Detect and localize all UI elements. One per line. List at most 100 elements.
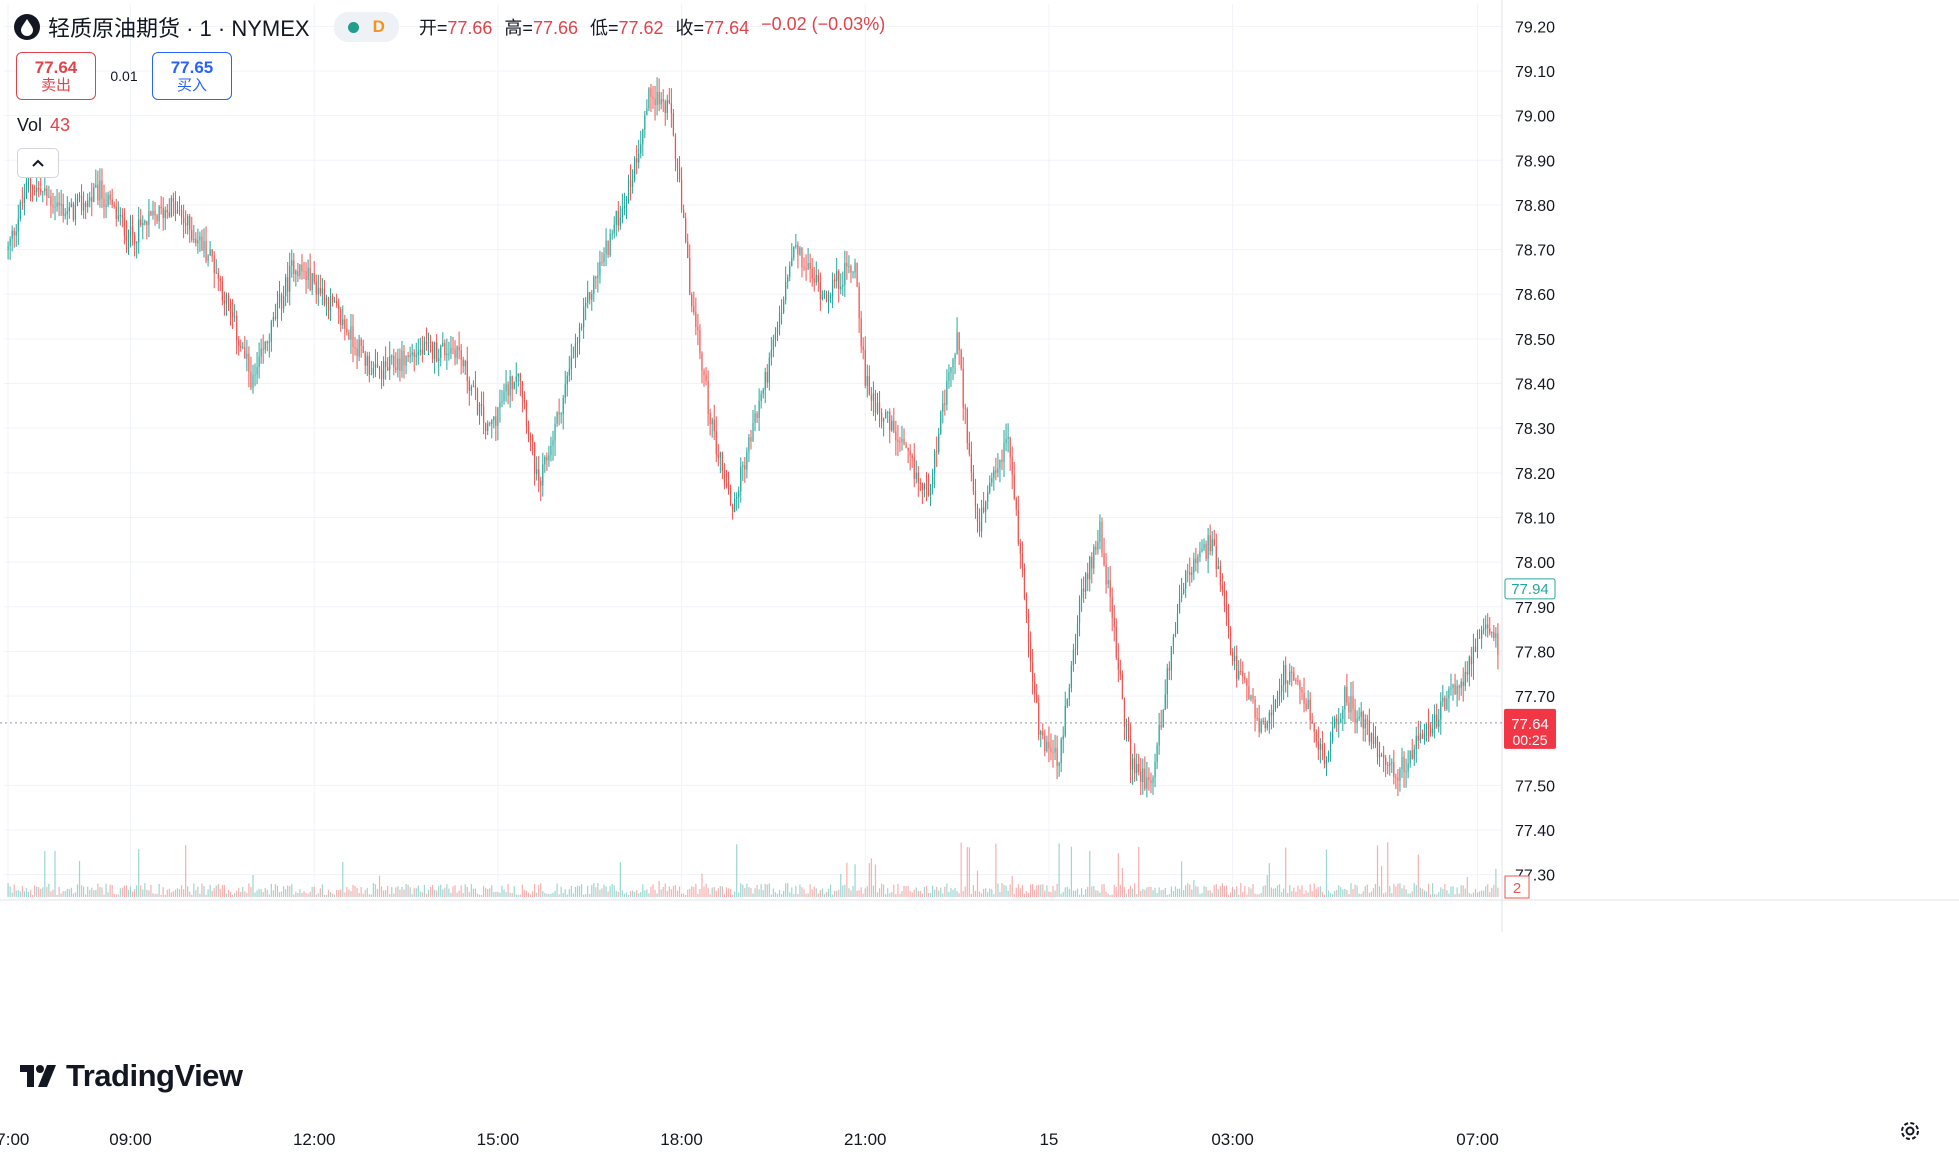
volume-bar bbox=[166, 889, 168, 897]
candle-body bbox=[1038, 702, 1040, 735]
volume-bar bbox=[1199, 894, 1201, 897]
volume-bar bbox=[644, 890, 646, 897]
volume-bar bbox=[497, 891, 499, 897]
volume-bar bbox=[1458, 893, 1460, 897]
volume-bar bbox=[1495, 868, 1497, 897]
candle-body bbox=[311, 273, 313, 291]
volume-bar bbox=[1301, 885, 1303, 897]
volume-bar bbox=[891, 892, 893, 897]
volume-bar bbox=[297, 893, 299, 897]
candle-body bbox=[66, 211, 68, 214]
collapse-legend-button[interactable] bbox=[17, 148, 59, 178]
volume-bar bbox=[801, 887, 803, 897]
volume-bar bbox=[805, 893, 807, 897]
candle-body bbox=[491, 420, 493, 425]
candle-body bbox=[848, 266, 850, 268]
candle-body bbox=[411, 352, 413, 355]
volume-bar bbox=[19, 891, 21, 897]
volume-bar bbox=[1131, 888, 1134, 897]
volume-bar bbox=[46, 886, 48, 897]
volume-bar bbox=[1046, 885, 1048, 897]
candle-body bbox=[564, 384, 566, 398]
candle-body bbox=[380, 369, 383, 380]
volume-bar bbox=[427, 890, 430, 897]
candle-body bbox=[505, 384, 507, 392]
volume-bar bbox=[1321, 891, 1324, 897]
volume-bar bbox=[1189, 884, 1191, 897]
volume-bar bbox=[207, 889, 209, 897]
candle-body bbox=[615, 210, 617, 225]
candle-body bbox=[970, 453, 972, 473]
candle-body bbox=[850, 266, 852, 273]
candle-body bbox=[105, 205, 107, 207]
candle-body bbox=[991, 477, 993, 483]
candle-body bbox=[278, 294, 281, 303]
tradingview-logo[interactable]: TradingView bbox=[20, 1058, 243, 1094]
volume-bar bbox=[136, 885, 138, 897]
time-axis[interactable]: 07:0009:0012:0015:0018:0021:001503:0007:… bbox=[0, 899, 1959, 1149]
volume-bar bbox=[695, 883, 697, 897]
volume-bar bbox=[36, 886, 38, 897]
candle-body bbox=[962, 368, 964, 408]
volume-bar bbox=[625, 892, 628, 897]
candle-body bbox=[525, 402, 528, 427]
candle-body bbox=[23, 197, 26, 203]
candle-body bbox=[599, 261, 601, 276]
volume-bar bbox=[795, 885, 797, 897]
candle-body bbox=[482, 406, 485, 424]
candle-body bbox=[391, 355, 393, 357]
candle-body bbox=[405, 355, 407, 366]
volume-bar bbox=[1109, 894, 1111, 897]
candle-body bbox=[189, 216, 191, 230]
candle-body bbox=[1305, 703, 1307, 710]
volume-bar bbox=[1260, 893, 1262, 897]
candle-body bbox=[1209, 535, 1211, 552]
candle-body bbox=[1274, 700, 1277, 710]
volume-bar bbox=[1311, 890, 1313, 897]
market-status[interactable]: D bbox=[333, 12, 399, 42]
volume-bar bbox=[874, 864, 877, 897]
volume-bar bbox=[99, 886, 101, 897]
volume-bar bbox=[250, 887, 252, 897]
volume-bar bbox=[248, 883, 250, 897]
volume-bar bbox=[725, 887, 728, 897]
volume-bar bbox=[338, 890, 340, 897]
candle-body bbox=[515, 376, 517, 382]
candle-body bbox=[1407, 763, 1409, 772]
candle-body bbox=[585, 302, 587, 307]
volume-bar bbox=[936, 886, 938, 897]
sell-price: 77.64 bbox=[34, 58, 78, 77]
candle-body bbox=[423, 341, 426, 355]
volume-bar bbox=[1219, 886, 1221, 897]
volume-bar bbox=[525, 890, 528, 897]
volume-bar bbox=[1234, 889, 1236, 897]
candle-body bbox=[797, 244, 799, 255]
candle-body bbox=[148, 211, 150, 225]
volume-bar bbox=[505, 891, 507, 897]
price-axis[interactable]: 79.2079.1079.0078.9078.8078.7078.6078.50… bbox=[1501, 0, 1555, 932]
volume-bar bbox=[1387, 842, 1389, 897]
volume-bar bbox=[191, 894, 193, 897]
volume-bar bbox=[480, 894, 483, 897]
candle-body bbox=[646, 108, 648, 116]
candle-body bbox=[809, 263, 811, 269]
volume-bar bbox=[1091, 886, 1093, 897]
candle-body bbox=[638, 153, 640, 163]
volume-bar bbox=[687, 889, 689, 897]
candle-body bbox=[1236, 655, 1238, 679]
volume-bar bbox=[658, 880, 660, 897]
price-tick-label: 78.70 bbox=[1515, 243, 1555, 260]
symbol-title[interactable]: 轻质原油期货 · 1 · NYMEX bbox=[48, 16, 310, 41]
candle-body bbox=[907, 447, 909, 451]
buy-button[interactable]: 77.65 买入 bbox=[152, 52, 232, 100]
volume-bar bbox=[1050, 891, 1052, 897]
volume-bar bbox=[885, 894, 887, 897]
candle-body bbox=[1042, 731, 1044, 736]
volume-bar bbox=[1166, 894, 1168, 897]
sell-button[interactable]: 77.64 卖出 bbox=[16, 52, 96, 100]
volume-bar bbox=[1401, 888, 1403, 897]
chart-settings-button[interactable] bbox=[1895, 1116, 1925, 1146]
price-tick-label: 77.70 bbox=[1515, 689, 1555, 706]
